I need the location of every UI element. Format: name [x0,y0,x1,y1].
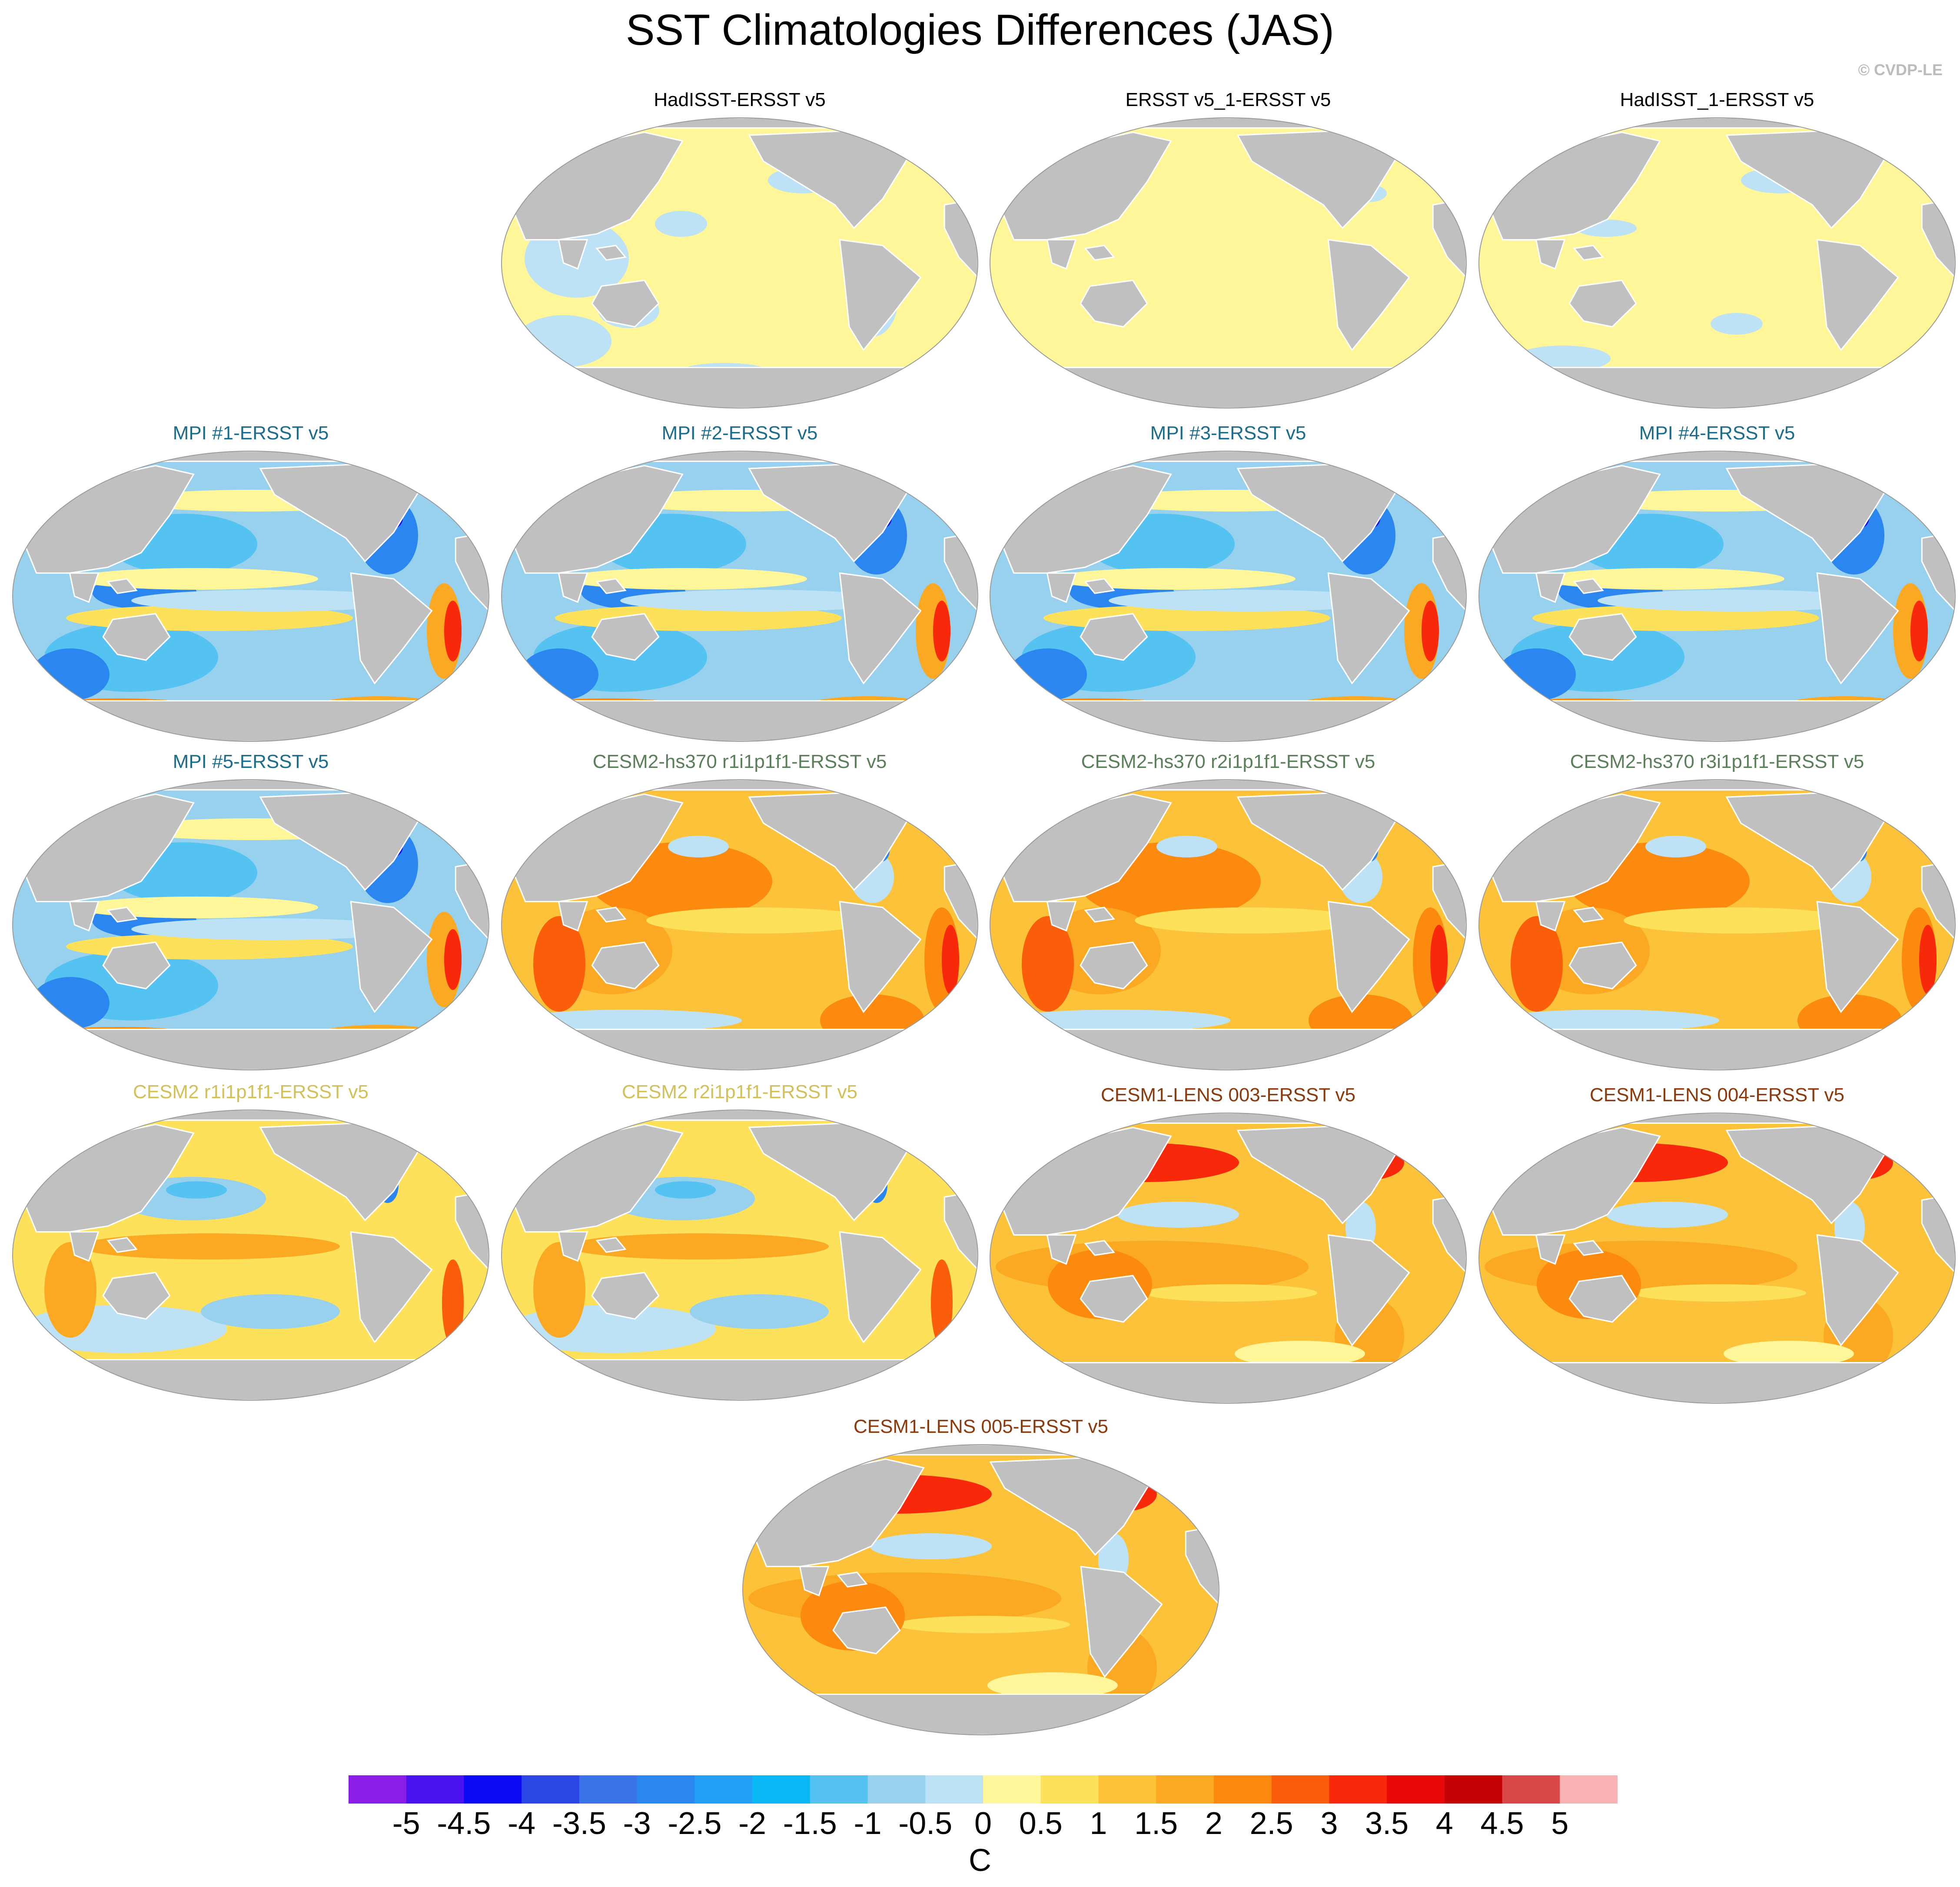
colorbar-tick-label: -1 [854,1806,882,1841]
credit-label: © CVDP-LE [1858,61,1943,79]
colorbar-tick-label: 1 [1090,1806,1107,1841]
colorbar-tick-label: 3.5 [1365,1806,1409,1841]
colorbar-tick-label: -4 [508,1806,535,1841]
colorbar-tick-label: 2.5 [1250,1806,1293,1841]
map-panel-lens-005: CESM1-LENS 005-ERSST v5 [740,1416,1222,1746]
colorbar-swatch [1560,1775,1618,1804]
colorbar-swatch [637,1775,695,1804]
world-map [12,1110,489,1401]
colorbar-swatch [867,1775,926,1804]
map-panel-mpi-3: MPI #3-ERSST v5 [987,422,1469,753]
world-map [1478,1113,1956,1404]
panel-title: CESM1-LENS 005-ERSST v5 [853,1416,1109,1437]
world-map [990,1113,1467,1404]
colorbar-swatch [1213,1775,1272,1804]
colorbar-tick-label: -1.5 [783,1806,837,1841]
world-map [12,451,489,742]
panel-title: CESM1-LENS 004-ERSST v5 [1589,1084,1845,1106]
colorbar-swatch [1387,1775,1445,1804]
world-map [1478,779,1956,1070]
colorbar-swatch [694,1775,753,1804]
colorbar: -5 -4.5 -4 -3.5 -3 -2.5 -2 -1.5 -1 -0.5 0 0.5 1 1.5 2 2… [349,1775,1618,1841]
colorbar-tick-label: 0.5 [1019,1806,1063,1841]
panel-title: ERSST v5_1-ERSST v5 [1125,89,1331,110]
panel-title: CESM2-hs370 r2i1p1f1-ERSST v5 [1081,751,1375,772]
figure-title: SST Climatologies Differences (JAS) [625,6,1335,54]
colorbar-swatch [1329,1775,1387,1804]
colorbar-swatch [579,1775,638,1804]
panel-title: MPI #3-ERSST v5 [1150,422,1306,444]
colorbar-swatch [810,1775,868,1804]
map-panel-mpi-2: MPI #2-ERSST v5 [498,422,981,753]
panel-title: CESM2-hs370 r3i1p1f1-ERSST v5 [1570,751,1864,772]
colorbar-tick-label: 0 [974,1806,992,1841]
map-panel-ersst-1: ERSST v5_1-ERSST v5 [987,89,1469,419]
colorbar-tick-label: 2 [1205,1806,1223,1841]
colorbar-tick-label: -3 [623,1806,651,1841]
panel-title: HadISST-ERSST v5 [654,89,826,110]
world-map [501,1110,978,1401]
panel-title: CESM2-hs370 r1i1p1f1-ERSST v5 [592,751,887,772]
colorbar-swatch [349,1775,407,1804]
map-panel-cesm2-r2: CESM2 r2i1p1f1-ERSST v5 [498,1081,981,1412]
world-map [742,1444,1219,1735]
colorbar-swatch [1271,1775,1329,1804]
colorbar-swatch [406,1775,464,1804]
world-map [501,117,978,409]
colorbar-swatch [1040,1775,1099,1804]
colorbar-swatch [1502,1775,1560,1804]
world-map [990,451,1467,742]
panel-title: MPI #5-ERSST v5 [173,751,329,772]
colorbar-tick-label: 4.5 [1481,1806,1524,1841]
panel-title: MPI #4-ERSST v5 [1639,422,1795,444]
colorbar-units-label: C [969,1843,991,1878]
colorbar-tick-label: -0.5 [898,1806,952,1841]
colorbar-swatch [1156,1775,1214,1804]
colorbar-tick-label: 1.5 [1134,1806,1178,1841]
panel-title: CESM2 r2i1p1f1-ERSST v5 [621,1081,858,1103]
colorbar-tick-label: 3 [1320,1806,1338,1841]
panel-title: MPI #2-ERSST v5 [661,422,818,444]
colorbar-tick-label: -5 [392,1806,420,1841]
world-map [12,779,489,1070]
map-panel-hadisst-1: HadISST_1-ERSST v5 [1476,89,1958,419]
map-panel-lens-003: CESM1-LENS 003-ERSST v5 [987,1084,1469,1415]
map-panel-hadisst: HadISST-ERSST v5 [498,89,981,419]
colorbar-tick-label: 4 [1436,1806,1453,1841]
colorbar-swatch [522,1775,580,1804]
panel-title: CESM1-LENS 003-ERSST v5 [1100,1084,1356,1106]
colorbar-tick-label: -4.5 [437,1806,491,1841]
world-map [990,117,1467,409]
colorbar-tick-label: -3.5 [552,1806,606,1841]
colorbar-swatch [925,1775,983,1804]
panel-title: CESM2 r1i1p1f1-ERSST v5 [133,1081,369,1103]
colorbar-tick-label: -2 [738,1806,766,1841]
map-panel-cesm2-r1: CESM2 r1i1p1f1-ERSST v5 [10,1081,492,1412]
colorbar-swatch [1098,1775,1156,1804]
world-map [990,779,1467,1070]
map-panel-hs370-r2: CESM2-hs370 r2i1p1f1-ERSST v5 [987,751,1469,1081]
map-panel-mpi-1: MPI #1-ERSST v5 [10,422,492,753]
colorbar-swatch [1444,1775,1503,1804]
colorbar-tick-label: 5 [1551,1806,1568,1841]
map-panel-hs370-r1: CESM2-hs370 r1i1p1f1-ERSST v5 [498,751,981,1081]
colorbar-swatch [464,1775,522,1804]
panel-title: HadISST_1-ERSST v5 [1620,89,1814,110]
world-map [1478,451,1956,742]
map-panel-lens-004: CESM1-LENS 004-ERSST v5 [1476,1084,1958,1415]
map-panel-mpi-4: MPI #4-ERSST v5 [1476,422,1958,753]
colorbar-swatch [983,1775,1041,1804]
colorbar-tick-label: -2.5 [668,1806,721,1841]
panel-title: MPI #1-ERSST v5 [173,422,329,444]
colorbar-swatch [752,1775,811,1804]
world-map [501,451,978,742]
map-panel-mpi-5: MPI #5-ERSST v5 [10,751,492,1081]
world-map [1478,117,1956,409]
world-map [501,779,978,1070]
map-panel-hs370-r3: CESM2-hs370 r3i1p1f1-ERSST v5 [1476,751,1958,1081]
